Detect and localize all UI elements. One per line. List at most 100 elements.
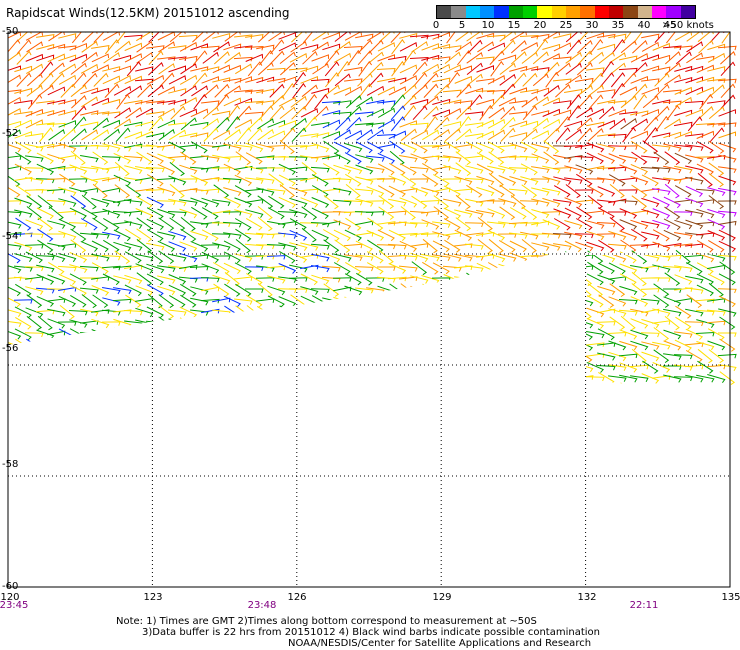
- wind-barb: [58, 99, 77, 105]
- wind-barb: [630, 175, 649, 186]
- wind-barb: [651, 166, 671, 173]
- wind-barb: [256, 342, 275, 347]
- wind-barb: [300, 273, 318, 286]
- wind-barb: [322, 130, 341, 139]
- wind-barb: [191, 85, 208, 97]
- wind-barb: [368, 39, 384, 54]
- wind-barb: [57, 265, 77, 272]
- wind-barb: [531, 187, 550, 196]
- wind-barb: [498, 155, 517, 160]
- wind-barb: [630, 219, 649, 230]
- wind-barb: [136, 338, 153, 352]
- wind-barb: [530, 276, 550, 282]
- wind-barb: [465, 232, 484, 237]
- wind-barb: [542, 383, 561, 385]
- wind-barb: [531, 350, 549, 363]
- wind-barb: [421, 253, 440, 262]
- wind-barb: [574, 189, 594, 194]
- wind-barb: [101, 365, 121, 370]
- wind-barb: [499, 73, 516, 86]
- wind-barb: [399, 163, 417, 176]
- wind-barb: [354, 298, 374, 304]
- legend-swatch: [637, 6, 652, 18]
- wind-barb: [587, 261, 604, 275]
- wind-barb: [421, 388, 439, 392]
- wind-barb: [146, 45, 165, 50]
- wind-barb: [454, 319, 473, 328]
- wind-barb: [411, 195, 428, 209]
- wind-barb: [398, 354, 418, 359]
- wind-barb: [695, 156, 715, 161]
- wind-barb: [202, 316, 218, 331]
- wind-barb: [619, 374, 638, 383]
- wind-barb: [279, 51, 296, 64]
- wind-barb: [608, 375, 627, 382]
- wind-barb: [267, 353, 286, 361]
- wind-barb: [311, 342, 330, 348]
- wind-barb: [59, 63, 77, 75]
- wind-barb: [454, 276, 473, 284]
- wind-barb: [608, 153, 627, 164]
- wind-barb: [467, 39, 483, 54]
- wind-barb: [586, 331, 605, 339]
- wind-barb: [542, 53, 561, 63]
- wind-barb: [597, 207, 615, 220]
- wind-barb: [357, 72, 373, 87]
- wind-barb: [158, 371, 175, 385]
- wind-barb: [190, 121, 209, 127]
- wind-barb: [146, 352, 165, 361]
- wind-barb: [521, 348, 537, 364]
- wind-barb: [630, 329, 649, 340]
- wind-barb: [674, 185, 692, 198]
- wind-barb: [509, 318, 528, 329]
- wind-barb: [202, 118, 219, 130]
- wind-barb: [102, 98, 121, 105]
- legend-label: 40: [637, 20, 651, 31]
- wind-barb: [158, 217, 175, 231]
- wind-barb: [245, 209, 264, 218]
- wind-barb: [410, 141, 428, 154]
- wind-barb: [619, 285, 638, 296]
- wind-barb: [465, 319, 484, 328]
- wind-barb: [432, 319, 451, 328]
- wind-barb: [333, 296, 352, 307]
- wind-barb: [179, 317, 197, 330]
- wind-barb: [434, 83, 450, 98]
- wind-barb: [322, 220, 341, 226]
- wind-barb: [388, 77, 407, 83]
- wind-barb: [201, 308, 220, 314]
- wind-barb: [509, 240, 527, 253]
- wind-barb: [58, 120, 77, 128]
- wind-barb: [433, 195, 450, 210]
- wind-barb: [343, 364, 363, 370]
- wind-barb: [708, 239, 725, 253]
- wind-barb: [400, 283, 417, 298]
- lon-label: 120: [0, 592, 20, 603]
- wind-barb: [675, 51, 692, 65]
- wind-barb: [278, 97, 297, 107]
- wind-barb: [311, 383, 330, 385]
- wind-barb: [442, 265, 462, 272]
- wind-barb: [622, 126, 637, 143]
- wind-barb: [245, 142, 264, 153]
- wind-barb: [586, 295, 604, 308]
- wind-barb: [136, 360, 153, 374]
- wind-barb: [420, 332, 440, 337]
- wind-barb: [398, 375, 418, 382]
- wind-barb: [521, 51, 538, 64]
- wind-barb: [432, 109, 450, 117]
- wind-barb: [574, 156, 594, 162]
- wind-barb: [15, 283, 32, 297]
- wind-barb: [454, 209, 473, 218]
- wind-barb: [520, 163, 538, 176]
- wind-barb: [641, 187, 660, 193]
- wind-barb: [125, 294, 142, 308]
- wind-barb: [91, 339, 109, 352]
- wind-barb: [630, 130, 649, 140]
- wind-barb: [79, 265, 99, 272]
- wind-barb: [289, 264, 308, 273]
- wind-barb: [376, 244, 396, 250]
- wind-barb: [720, 83, 736, 99]
- wind-barb: [444, 327, 461, 341]
- wind-barb: [202, 51, 219, 64]
